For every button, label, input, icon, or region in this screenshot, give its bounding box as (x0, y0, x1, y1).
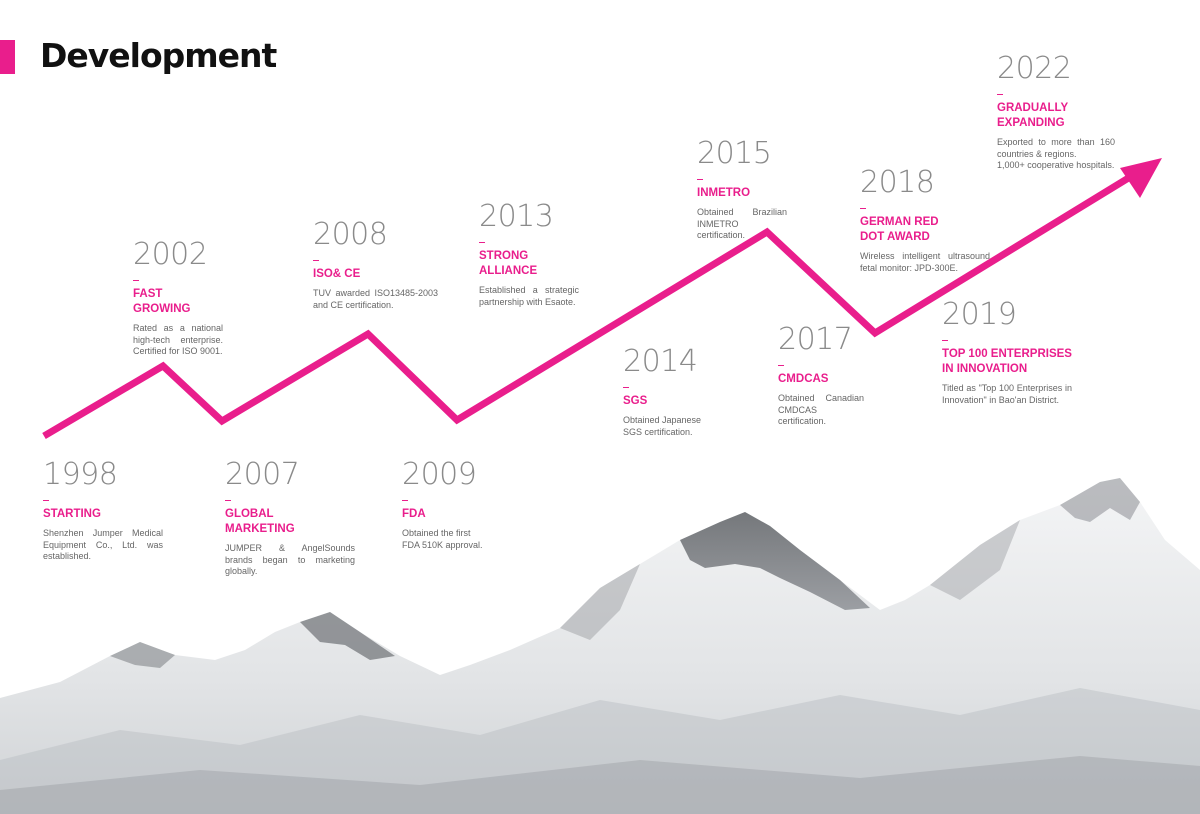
title-accent-bar (0, 40, 15, 74)
milestone-year: 2017 (778, 322, 853, 357)
milestone-year: 2002 (133, 237, 208, 272)
milestone-2019: 2019 TOP 100 ENTERPRISES IN INNOVATION T… (942, 298, 1072, 406)
milestone-description: Obtained the first FDA 510K approval. (402, 528, 483, 550)
milestone-description: Established a strategic partnership with… (479, 285, 579, 307)
milestone-description: Wireless intelligent ultrasound fetal mo… (860, 251, 990, 273)
milestone-dash (623, 387, 629, 388)
milestone-dash (860, 208, 866, 209)
milestone-label: GLOBAL MARKETING (225, 508, 295, 535)
page-title: Development (40, 36, 277, 75)
milestone-label: STRONG ALLIANCE (479, 250, 538, 277)
milestone-dash (778, 365, 784, 366)
mountain-range-illustration (0, 478, 1200, 814)
milestone-dash (402, 500, 408, 501)
milestone-dash (225, 500, 231, 501)
milestone-description: Obtained Canadian CMDCAS certification. (778, 393, 864, 426)
milestone-label: INMETRO (697, 187, 751, 199)
milestone-label: GERMAN RED DOT AWARD (860, 216, 939, 243)
milestone-2013: 2013 STRONG ALLIANCE Established a strat… (479, 200, 579, 308)
milestone-label: FAST GROWING (133, 288, 191, 315)
milestone-year: 2019 (942, 297, 1017, 332)
milestone-year: 2014 (623, 344, 698, 379)
milestone-dash (479, 242, 485, 243)
milestone-description: Shenzhen Jumper Medical Equipment Co., L… (43, 528, 163, 561)
milestone-label: CMDCAS (778, 373, 829, 385)
milestone-year: 2018 (860, 165, 935, 200)
milestone-dash (133, 280, 139, 281)
milestone-dash (997, 94, 1003, 95)
milestone-label: ISO& CE (313, 268, 361, 280)
milestone-year: 1998 (43, 457, 118, 492)
milestone-year: 2015 (697, 136, 772, 171)
milestone-1998: 1998 STARTING Shenzhen Jumper Medical Eq… (43, 458, 163, 563)
milestone-2002: 2002 FAST GROWING Rated as a national hi… (133, 238, 223, 358)
milestone-description: Rated as a national high-tech enterprise… (133, 323, 223, 356)
milestone-2009: 2009 FDA Obtained the first FDA 510K app… (402, 458, 502, 551)
milestone-label: FDA (402, 508, 426, 520)
milestone-2022: 2022 GRADUALLY EXPANDING Exported to mor… (997, 52, 1115, 172)
milestone-2008: 2008 ISO& CE TUV awarded ISO13485-2003 a… (313, 218, 438, 311)
milestone-2014: 2014 SGS Obtained Japanese SGS certifica… (623, 345, 713, 438)
milestone-year: 2007 (225, 457, 300, 492)
milestone-2015: 2015 INMETRO Obtained Brazilian INMETRO … (697, 137, 787, 242)
milestone-dash (43, 500, 49, 501)
milestone-2017: 2017 CMDCAS Obtained Canadian CMDCAS cer… (778, 323, 864, 428)
milestone-description: Obtained Brazilian INMETRO certification… (697, 207, 787, 240)
milestone-label: STARTING (43, 508, 101, 520)
milestone-description: JUMPER & AngelSounds brands began to mar… (225, 543, 355, 576)
milestone-dash (313, 260, 319, 261)
milestone-2007: 2007 GLOBAL MARKETING JUMPER & AngelSoun… (225, 458, 355, 578)
milestone-label: GRADUALLY EXPANDING (997, 102, 1069, 129)
milestone-2018: 2018 GERMAN RED DOT AWARD Wireless intel… (860, 166, 990, 274)
milestone-description: Obtained Japanese SGS certification. (623, 415, 702, 437)
milestone-description: TUV awarded ISO13485-2003 and CE certifi… (313, 288, 438, 310)
trend-arrowhead-icon (1120, 158, 1162, 198)
milestone-year: 2022 (997, 51, 1072, 86)
milestone-dash (697, 179, 703, 180)
milestone-description: Exported to more than 160 countries & re… (997, 137, 1115, 170)
milestone-description: Titled as "Top 100 Enterprises in Innova… (942, 383, 1072, 405)
milestone-year: 2013 (479, 199, 554, 234)
milestone-dash (942, 340, 948, 341)
milestone-label: TOP 100 ENTERPRISES IN INNOVATION (942, 348, 1072, 375)
milestone-year: 2008 (313, 217, 388, 252)
milestone-label: SGS (623, 395, 648, 407)
milestone-year: 2009 (402, 457, 477, 492)
